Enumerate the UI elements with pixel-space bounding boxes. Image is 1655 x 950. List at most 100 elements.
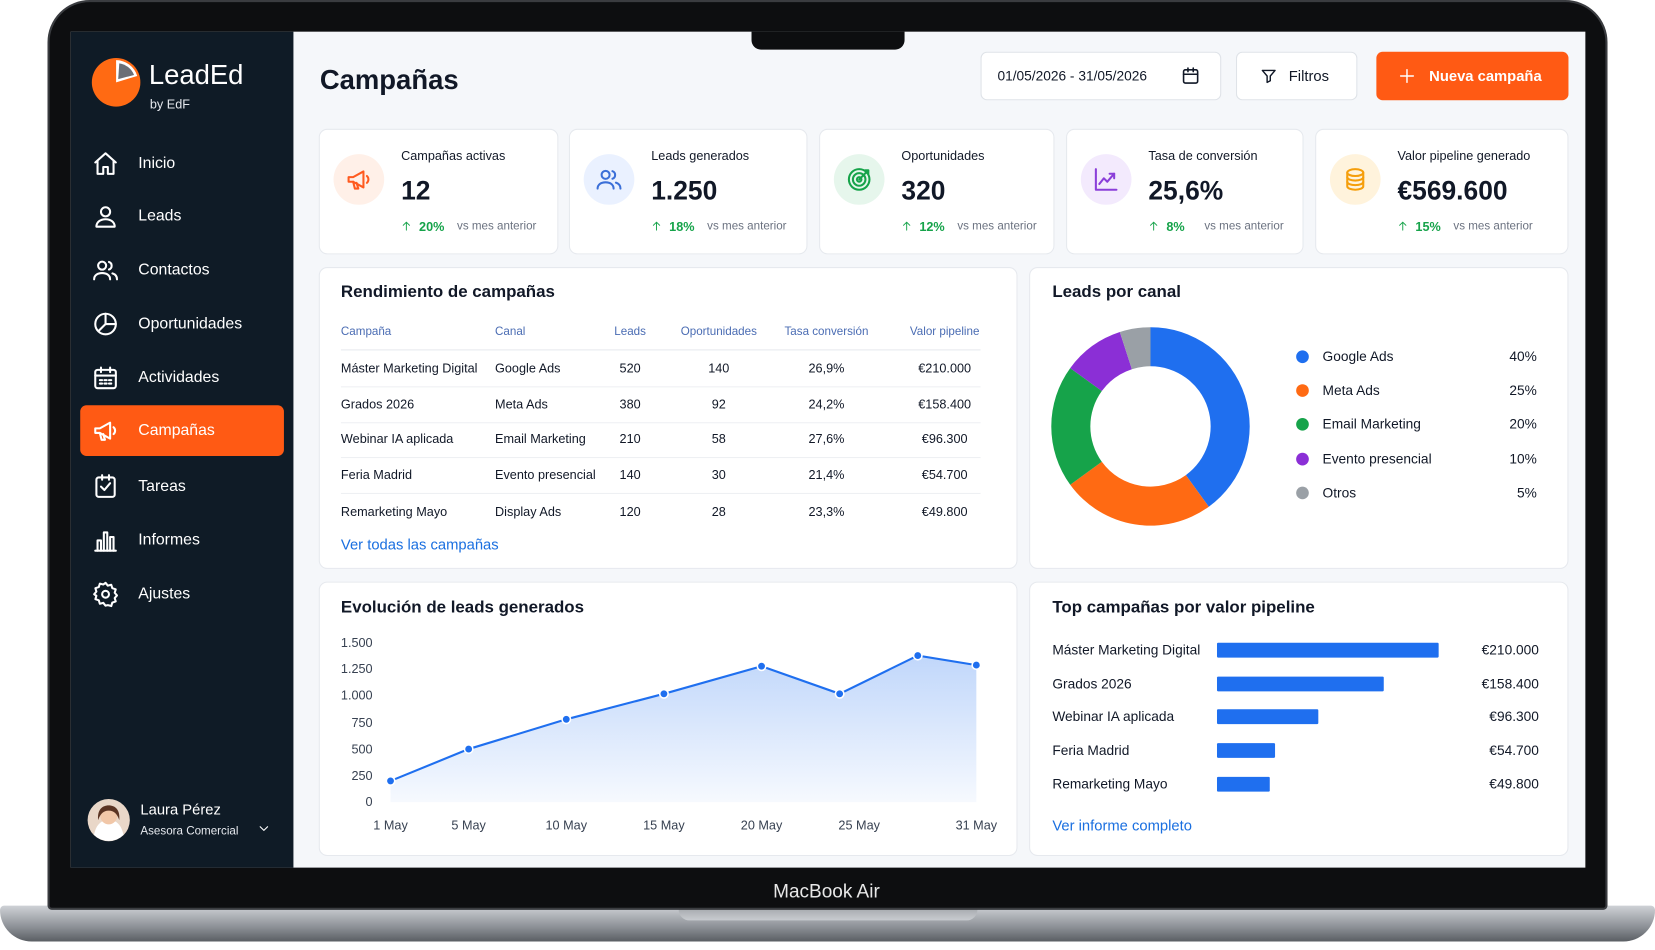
x-tick-label: 20 May <box>740 817 783 833</box>
calendar-icon[interactable] <box>1180 65 1201 86</box>
kpi-change: 20% <box>419 219 445 235</box>
line-point <box>834 688 845 699</box>
legend-value: 20% <box>1509 416 1537 432</box>
kpi-value: 25,6% <box>1148 176 1224 206</box>
kpi-icon <box>596 169 622 190</box>
nav-item[interactable]: Leads <box>138 206 182 225</box>
table-cell: 140 <box>708 360 730 376</box>
nav-icon[interactable] <box>92 364 119 391</box>
legend-value: 25% <box>1509 382 1537 399</box>
kpi-label: Oportunidades <box>901 148 985 164</box>
bar <box>1216 776 1270 792</box>
table-cell: Evento presencial <box>495 467 596 483</box>
y-tick-label: 250 <box>351 768 373 783</box>
table-header: Campaña <box>340 325 392 339</box>
nav-icon[interactable] <box>92 581 119 608</box>
kpi-icon <box>847 168 871 191</box>
kpi-icon-bg <box>1329 154 1381 205</box>
table-header: Valor pipeline <box>909 325 980 339</box>
bar <box>1216 642 1439 658</box>
nav-icon[interactable] <box>92 256 119 283</box>
kpi-note: vs mes anterior <box>1204 219 1284 233</box>
bar-value-label: €54.700 <box>1489 742 1539 759</box>
table-cell: 92 <box>711 396 726 412</box>
table-cell: €54.700 <box>921 467 968 483</box>
kpi-value: 320 <box>901 176 946 206</box>
nav-icon[interactable] <box>92 527 119 554</box>
legend-swatch <box>1296 350 1309 364</box>
legend-swatch <box>1296 486 1309 500</box>
nav-item[interactable]: Ajustes <box>138 584 191 603</box>
bar-value-label: €158.400 <box>1481 675 1539 692</box>
filters-button[interactable] <box>1235 51 1358 101</box>
nav-icon[interactable] <box>92 473 119 500</box>
bar <box>1216 743 1275 758</box>
bar-label: Feria Madrid <box>1052 742 1130 759</box>
table-cell: 23,3% <box>808 504 845 520</box>
legend-label: Otros <box>1322 484 1357 501</box>
nav-item[interactable]: Campañas <box>138 421 215 440</box>
table-cell: Google Ads <box>495 360 561 376</box>
legend-swatch <box>1296 384 1309 397</box>
bar-value-label: €96.300 <box>1489 708 1539 725</box>
x-tick-label: 15 May <box>643 817 685 833</box>
filter-icon[interactable] <box>1259 66 1278 85</box>
nav-item[interactable]: Informes <box>138 530 200 549</box>
nav-item[interactable]: Contactos <box>138 260 210 279</box>
bar <box>1216 709 1319 725</box>
table-cell: 210 <box>619 431 641 447</box>
legend-value: 40% <box>1509 348 1537 365</box>
kpi-label: Valor pipeline generado <box>1397 148 1531 164</box>
camera-notch <box>751 31 905 50</box>
date-range-text[interactable]: 01/05/2026 - 31/05/2026 <box>997 67 1147 84</box>
view-report-link[interactable]: Ver informe completo <box>1052 816 1192 834</box>
bar-value-label: €49.800 <box>1489 776 1539 792</box>
page-title: Campañas <box>319 63 459 96</box>
legend-value: 5% <box>1516 484 1537 501</box>
chart-title: Evolución de leads generados <box>340 598 585 617</box>
new-campaign-label[interactable]: Nueva campaña <box>1429 67 1542 85</box>
line-point <box>971 660 982 671</box>
logo <box>91 58 141 107</box>
nav-item[interactable]: Inicio <box>138 154 176 173</box>
table-cell: 28 <box>711 504 726 520</box>
nav-item[interactable]: Tareas <box>138 477 186 496</box>
nav-icon[interactable] <box>92 310 119 337</box>
table-cell: Display Ads <box>495 504 562 520</box>
kpi-change: 15% <box>1415 219 1441 235</box>
bar-label: Remarketing Mayo <box>1052 776 1168 792</box>
nav-icon[interactable] <box>92 417 119 444</box>
x-tick-label: 5 May <box>451 817 486 833</box>
table-cell: €96.300 <box>921 431 968 447</box>
donut-segment <box>1051 368 1102 485</box>
view-all-link[interactable]: Ver todas las campañas <box>340 535 499 553</box>
kpi-icon <box>347 170 370 190</box>
kpi-change: 12% <box>919 219 945 235</box>
table-divider <box>340 492 981 494</box>
table-cell: 140 <box>619 467 641 483</box>
user-menu-chevron[interactable] <box>256 821 271 836</box>
legend-label: Google Ads <box>1322 348 1394 365</box>
line-area <box>390 655 977 803</box>
line-point <box>756 661 767 672</box>
nav-icon[interactable] <box>92 203 119 230</box>
date-range-picker[interactable] <box>980 51 1222 101</box>
x-tick-label: 10 May <box>545 817 588 833</box>
y-tick-label: 1.500 <box>340 635 373 650</box>
nav-item[interactable]: Oportunidades <box>138 314 243 333</box>
y-tick-label: 500 <box>351 741 373 757</box>
nav-item[interactable]: Actividades <box>138 368 220 387</box>
kpi-note: vs mes anterior <box>707 219 787 233</box>
line-point <box>385 775 396 786</box>
table-cell: Grados 2026 <box>340 396 415 412</box>
plus-icon[interactable] <box>1397 66 1416 85</box>
line-point <box>658 688 669 699</box>
kpi-note: vs mes anterior <box>1453 219 1533 233</box>
filters-label[interactable]: Filtros <box>1288 67 1330 85</box>
nav-icon[interactable] <box>92 150 119 177</box>
line-point <box>463 744 474 755</box>
table-cell: Email Marketing <box>495 431 586 447</box>
bar-label: Webinar IA aplicada <box>1052 708 1175 725</box>
